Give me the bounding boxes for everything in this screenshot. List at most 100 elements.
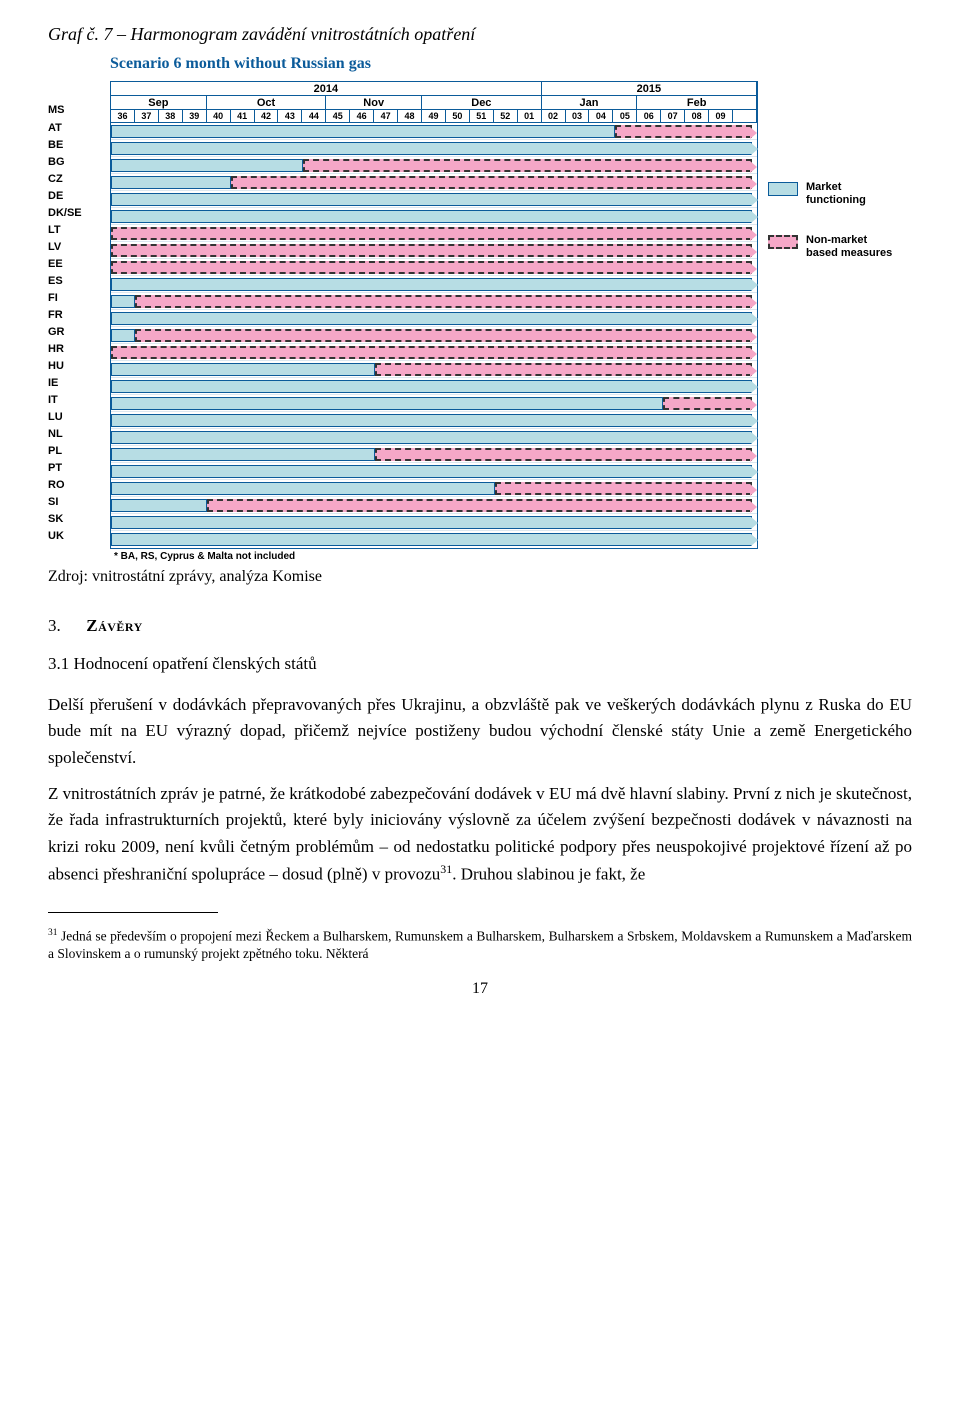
- chart-core: MS ATBEBGCZDEDK/SELTLVEEESFIFRGRHRHUIEIT…: [48, 81, 758, 549]
- header-cell: Nov: [326, 96, 422, 109]
- y-label: PT: [48, 459, 110, 476]
- gantt-row: [111, 327, 757, 344]
- week-cell: 39: [183, 110, 207, 122]
- gantt-bar-nonmarket: [207, 499, 752, 512]
- gantt-row: [111, 259, 757, 276]
- gantt-chart: Scenario 6 month without Russian gas MS …: [48, 55, 912, 562]
- gantt-row: [111, 395, 757, 412]
- week-cell: 51: [470, 110, 494, 122]
- gantt-bar-market: [111, 363, 375, 376]
- gantt-row: [111, 361, 757, 378]
- section-title: Závěry: [86, 616, 143, 635]
- gantt-row: [111, 191, 757, 208]
- gantt-bar-market: [111, 159, 303, 172]
- y-label: ES: [48, 272, 110, 289]
- week-cell: 37: [135, 110, 159, 122]
- gantt-row: [111, 378, 757, 395]
- legend-market-label: Market functioning: [806, 181, 898, 206]
- plot-area: 20142015SepOctNovDecJanFeb36373839404142…: [110, 81, 758, 549]
- y-label: SI: [48, 493, 110, 510]
- gantt-bar-nonmarket: [375, 363, 752, 376]
- gantt-row: [111, 463, 757, 480]
- week-cell: 07: [661, 110, 685, 122]
- legend: Market functioning Non-market based meas…: [768, 181, 898, 288]
- y-label: BG: [48, 153, 110, 170]
- y-label: AT: [48, 119, 110, 136]
- y-label: LV: [48, 238, 110, 255]
- gantt-bar-market: [111, 397, 663, 410]
- y-label: SK: [48, 510, 110, 527]
- y-label: CZ: [48, 170, 110, 187]
- gantt-row: [111, 344, 757, 361]
- y-label: GR: [48, 323, 110, 340]
- gantt-row: [111, 497, 757, 514]
- gantt-bar-nonmarket: [375, 448, 752, 461]
- gantt-bar-nonmarket: [111, 244, 752, 257]
- gantt-row: [111, 140, 757, 157]
- gantt-bar-market: [111, 482, 495, 495]
- subsection-heading: 3.1 Hodnocení opatření členských států: [48, 654, 912, 674]
- y-axis: MS ATBEBGCZDEDK/SELTLVEEESFIFRGRHRHUIEIT…: [48, 81, 110, 549]
- gantt-bar-nonmarket: [111, 227, 752, 240]
- y-label: LU: [48, 408, 110, 425]
- legend-nonmarket-label: Non-market based measures: [806, 234, 898, 259]
- gantt-bar-market: [111, 414, 752, 427]
- gantt-bar-nonmarket: [135, 329, 752, 342]
- week-cell: 44: [302, 110, 326, 122]
- section-heading: 3. Závěry: [48, 616, 912, 636]
- gantt-row: [111, 514, 757, 531]
- week-cell: 06: [637, 110, 661, 122]
- para2-part-b: . Druhou slabinou je fakt, že: [452, 865, 645, 884]
- legend-item-nonmarket: Non-market based measures: [768, 234, 898, 259]
- gantt-bar-nonmarket: [111, 346, 752, 359]
- header-cell: Feb: [637, 96, 757, 109]
- gantt-bar-market: [111, 142, 752, 155]
- y-label: EE: [48, 255, 110, 272]
- gantt-bar-nonmarket: [495, 482, 752, 495]
- week-cell: 45: [326, 110, 350, 122]
- footnote-text: Jedná se především o propojení mezi Řeck…: [48, 928, 912, 961]
- gantt-row: [111, 174, 757, 191]
- header-cell: Oct: [207, 96, 327, 109]
- gantt-bar-market: [111, 295, 135, 308]
- figure-title: Graf č. 7 – Harmonogram zavádění vnitros…: [48, 24, 912, 45]
- gantt-bar-nonmarket: [111, 261, 752, 274]
- week-cell: 01: [518, 110, 542, 122]
- gantt-bar-market: [111, 431, 752, 444]
- gantt-bar-nonmarket: [135, 295, 752, 308]
- gantt-row: [111, 157, 757, 174]
- legend-item-market: Market functioning: [768, 181, 898, 206]
- gantt-row: [111, 242, 757, 259]
- week-cell: 48: [398, 110, 422, 122]
- week-cell: [733, 110, 757, 122]
- source-line: Zdroj: vnitrostátní zprávy, analýza Komi…: [48, 568, 912, 586]
- y-label: LT: [48, 221, 110, 238]
- y-label: HR: [48, 340, 110, 357]
- y-label: DK/SE: [48, 204, 110, 221]
- paragraph-2: Z vnitrostátních zpráv je patrné, že krá…: [48, 781, 912, 888]
- gantt-bar-market: [111, 533, 752, 546]
- y-label: HU: [48, 357, 110, 374]
- gantt-bar-market: [111, 516, 752, 529]
- gantt-row: [111, 412, 757, 429]
- y-label: NL: [48, 425, 110, 442]
- gantt-row: [111, 480, 757, 497]
- y-label: RO: [48, 476, 110, 493]
- gantt-bar-market: [111, 193, 752, 206]
- week-cell: 05: [613, 110, 637, 122]
- gantt-bar-market: [111, 329, 135, 342]
- week-cell: 43: [278, 110, 302, 122]
- week-cell: 41: [231, 110, 255, 122]
- gantt-bar-market: [111, 278, 752, 291]
- page-number: 17: [48, 980, 912, 998]
- header-cell: 2015: [542, 82, 757, 95]
- gantt-row: [111, 293, 757, 310]
- header-cell: 2014: [111, 82, 542, 95]
- gantt-bar-market: [111, 380, 752, 393]
- week-cell: 46: [350, 110, 374, 122]
- week-cell: 08: [685, 110, 709, 122]
- week-cell: 52: [494, 110, 518, 122]
- gantt-row: [111, 225, 757, 242]
- header-cell: Dec: [422, 96, 542, 109]
- swatch-nonmarket: [768, 235, 798, 249]
